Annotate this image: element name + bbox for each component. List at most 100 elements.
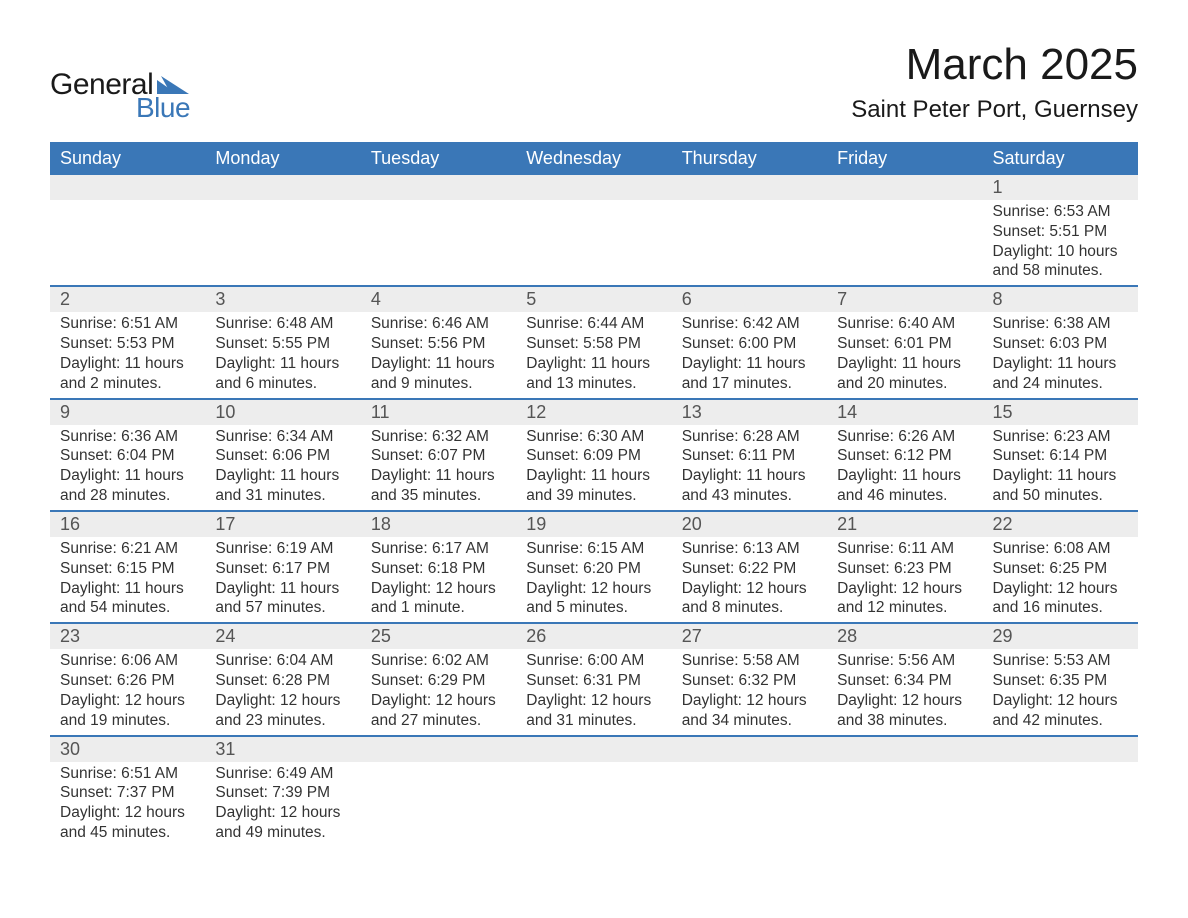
day-detail-cell: Sunrise: 6:46 AMSunset: 5:56 PMDaylight:… (361, 312, 516, 398)
sunset-line: Sunset: 5:53 PM (60, 335, 175, 352)
day-detail-cell: Sunrise: 6:00 AMSunset: 6:31 PMDaylight:… (516, 649, 671, 735)
calendar-thead: SundayMondayTuesdayWednesdayThursdayFrid… (50, 142, 1138, 175)
sunset-line: Sunset: 6:12 PM (837, 447, 952, 464)
daylight-line: Daylight: 11 hours and 20 minutes. (837, 355, 961, 392)
sunrise-line: Sunrise: 6:48 AM (215, 315, 333, 332)
daylight-line: Daylight: 12 hours and 34 minutes. (682, 692, 807, 729)
daylight-line: Daylight: 11 hours and 6 minutes. (215, 355, 339, 392)
day-detail-cell: Sunrise: 6:26 AMSunset: 6:12 PMDaylight:… (827, 425, 982, 511)
day-number-cell: 21 (827, 511, 982, 537)
day-header: Tuesday (361, 142, 516, 175)
sunrise-line: Sunrise: 6:46 AM (371, 315, 489, 332)
day-detail-cell: Sunrise: 6:51 AMSunset: 5:53 PMDaylight:… (50, 312, 205, 398)
day-number-cell (672, 736, 827, 762)
daynum-row: 23242526272829 (50, 623, 1138, 649)
sunrise-line: Sunrise: 6:34 AM (215, 428, 333, 445)
sunset-line: Sunset: 6:18 PM (371, 560, 486, 577)
daylight-line: Daylight: 12 hours and 27 minutes. (371, 692, 496, 729)
sunset-line: Sunset: 5:55 PM (215, 335, 330, 352)
month-title: March 2025 (851, 40, 1138, 90)
day-header: Sunday (50, 142, 205, 175)
sunset-line: Sunset: 6:26 PM (60, 672, 175, 689)
day-number-cell: 20 (672, 511, 827, 537)
day-number-cell (827, 175, 982, 200)
sunrise-line: Sunrise: 6:38 AM (993, 315, 1111, 332)
day-number-cell: 28 (827, 623, 982, 649)
daylight-line: Daylight: 12 hours and 12 minutes. (837, 580, 962, 617)
sunset-line: Sunset: 7:39 PM (215, 784, 330, 801)
day-detail-cell: Sunrise: 6:51 AMSunset: 7:37 PMDaylight:… (50, 762, 205, 847)
day-number-cell: 11 (361, 399, 516, 425)
day-number-cell (827, 736, 982, 762)
daylight-line: Daylight: 11 hours and 31 minutes. (215, 467, 339, 504)
daylight-line: Daylight: 11 hours and 17 minutes. (682, 355, 806, 392)
day-detail-cell (516, 762, 671, 847)
day-number-cell: 29 (983, 623, 1138, 649)
sunrise-line: Sunrise: 6:51 AM (60, 765, 178, 782)
day-number-cell: 6 (672, 286, 827, 312)
sunset-line: Sunset: 6:29 PM (371, 672, 486, 689)
sunrise-line: Sunrise: 6:28 AM (682, 428, 800, 445)
daylight-line: Daylight: 11 hours and 39 minutes. (526, 467, 650, 504)
day-detail-cell: Sunrise: 6:36 AMSunset: 6:04 PMDaylight:… (50, 425, 205, 511)
day-number-cell: 10 (205, 399, 360, 425)
sunrise-line: Sunrise: 6:02 AM (371, 652, 489, 669)
sunset-line: Sunset: 6:03 PM (993, 335, 1108, 352)
day-number-cell: 8 (983, 286, 1138, 312)
day-number-cell (983, 736, 1138, 762)
day-number-cell (672, 175, 827, 200)
day-detail-cell (205, 200, 360, 286)
sunset-line: Sunset: 6:28 PM (215, 672, 330, 689)
sunset-line: Sunset: 5:51 PM (993, 223, 1108, 240)
daynum-row: 9101112131415 (50, 399, 1138, 425)
day-number-cell: 17 (205, 511, 360, 537)
sunrise-line: Sunrise: 6:13 AM (682, 540, 800, 557)
day-detail-cell: Sunrise: 6:21 AMSunset: 6:15 PMDaylight:… (50, 537, 205, 623)
sunset-line: Sunset: 6:14 PM (993, 447, 1108, 464)
day-number-cell: 14 (827, 399, 982, 425)
day-detail-cell: Sunrise: 6:53 AMSunset: 5:51 PMDaylight:… (983, 200, 1138, 286)
daylight-line: Daylight: 12 hours and 42 minutes. (993, 692, 1118, 729)
day-detail-cell (361, 762, 516, 847)
day-number-cell: 1 (983, 175, 1138, 200)
sunrise-line: Sunrise: 5:53 AM (993, 652, 1111, 669)
detail-row: Sunrise: 6:36 AMSunset: 6:04 PMDaylight:… (50, 425, 1138, 511)
daynum-row: 1 (50, 175, 1138, 200)
calendar-table: SundayMondayTuesdayWednesdayThursdayFrid… (50, 142, 1138, 847)
sunrise-line: Sunrise: 6:36 AM (60, 428, 178, 445)
sunset-line: Sunset: 7:37 PM (60, 784, 175, 801)
day-detail-cell: Sunrise: 6:44 AMSunset: 5:58 PMDaylight:… (516, 312, 671, 398)
day-detail-cell (361, 200, 516, 286)
daylight-line: Daylight: 12 hours and 23 minutes. (215, 692, 340, 729)
day-number-cell: 27 (672, 623, 827, 649)
daylight-line: Daylight: 12 hours and 31 minutes. (526, 692, 651, 729)
sunrise-line: Sunrise: 6:49 AM (215, 765, 333, 782)
sunset-line: Sunset: 6:17 PM (215, 560, 330, 577)
sunset-line: Sunset: 6:07 PM (371, 447, 486, 464)
day-detail-cell (983, 762, 1138, 847)
daylight-line: Daylight: 10 hours and 58 minutes. (993, 243, 1118, 280)
sunrise-line: Sunrise: 6:44 AM (526, 315, 644, 332)
sunrise-line: Sunrise: 6:26 AM (837, 428, 955, 445)
day-number-cell: 12 (516, 399, 671, 425)
sunset-line: Sunset: 6:22 PM (682, 560, 797, 577)
day-detail-cell: Sunrise: 5:56 AMSunset: 6:34 PMDaylight:… (827, 649, 982, 735)
logo: General Blue (50, 40, 190, 124)
day-detail-cell: Sunrise: 5:53 AMSunset: 6:35 PMDaylight:… (983, 649, 1138, 735)
sunrise-line: Sunrise: 6:19 AM (215, 540, 333, 557)
daylight-line: Daylight: 12 hours and 8 minutes. (682, 580, 807, 617)
sunrise-line: Sunrise: 6:00 AM (526, 652, 644, 669)
sunrise-line: Sunrise: 6:30 AM (526, 428, 644, 445)
day-detail-cell: Sunrise: 6:38 AMSunset: 6:03 PMDaylight:… (983, 312, 1138, 398)
day-number-cell: 2 (50, 286, 205, 312)
sunrise-line: Sunrise: 6:32 AM (371, 428, 489, 445)
sunset-line: Sunset: 6:25 PM (993, 560, 1108, 577)
daylight-line: Daylight: 12 hours and 16 minutes. (993, 580, 1118, 617)
sunset-line: Sunset: 5:56 PM (371, 335, 486, 352)
logo-text-blue: Blue (136, 92, 190, 124)
day-number-cell (516, 736, 671, 762)
daylight-line: Daylight: 12 hours and 19 minutes. (60, 692, 185, 729)
day-number-cell (361, 175, 516, 200)
day-detail-cell: Sunrise: 6:23 AMSunset: 6:14 PMDaylight:… (983, 425, 1138, 511)
day-detail-cell: Sunrise: 6:15 AMSunset: 6:20 PMDaylight:… (516, 537, 671, 623)
